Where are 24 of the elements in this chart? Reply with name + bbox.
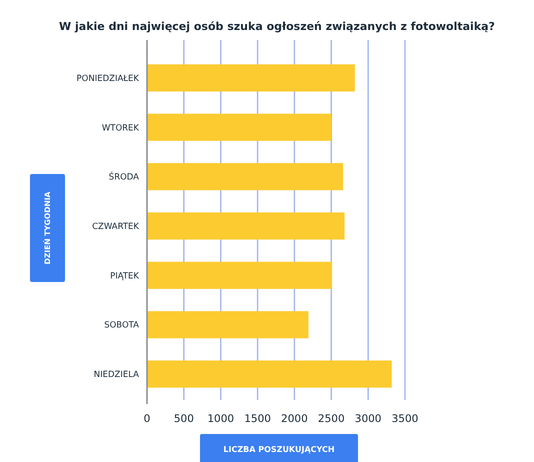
bar xyxy=(147,311,308,338)
bar xyxy=(147,114,332,141)
y-tick-label: ŚRODA xyxy=(108,172,140,183)
x-tick-label: 500 xyxy=(174,413,194,425)
x-tick-label: 2000 xyxy=(281,413,308,425)
x-tick-label: 3000 xyxy=(354,413,382,425)
bar xyxy=(147,64,355,92)
x-tick-label: 1000 xyxy=(207,413,234,425)
y-tick-label: WTOREK xyxy=(102,123,140,134)
chart-title: W jakie dni najwięcej osób szuka ogłoszeń związanych z fotowoltaiką? xyxy=(59,20,495,33)
y-tick-label: PONIEDZIAŁEK xyxy=(76,74,140,84)
x-tick-label: 2500 xyxy=(318,413,345,425)
y-tick-label: SOBOTA xyxy=(104,320,140,331)
x-tick-label: 3500 xyxy=(392,413,418,425)
x-tick-label: 0 xyxy=(144,413,150,425)
bar xyxy=(147,360,392,388)
bar xyxy=(147,262,332,289)
y-tick-label: CZWARTEK xyxy=(92,222,140,232)
x-tick-label: 1500 xyxy=(244,413,271,425)
y-tick-label: NIEDZIELA xyxy=(94,370,140,380)
y-tick-label: PIĄTEK xyxy=(110,271,140,282)
x-axis-title: LICZBA POSZUKUJĄCYCH xyxy=(223,445,335,454)
bar xyxy=(147,212,345,240)
bar xyxy=(147,163,344,190)
